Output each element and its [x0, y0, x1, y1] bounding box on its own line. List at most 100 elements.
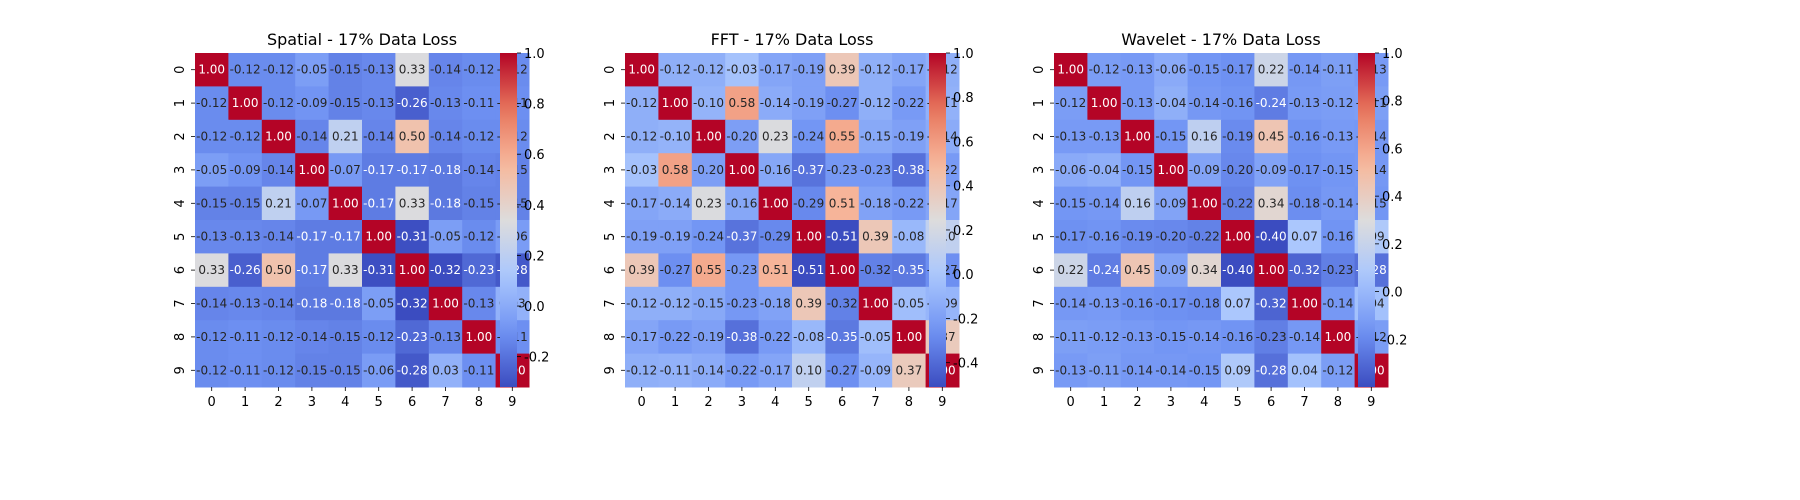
heatmap-cell [328, 220, 363, 254]
heatmap-cell [1221, 353, 1255, 388]
heatmap-cell [825, 86, 860, 121]
heatmap-cell [1154, 220, 1189, 254]
cell-value-label: -0.22 [1222, 196, 1253, 210]
heatmap-cell [858, 353, 893, 388]
heatmap-cell [462, 186, 497, 221]
cell-value-label: -0.18 [296, 297, 327, 311]
cell-value-label: 1.00 [1224, 230, 1251, 244]
cell-value-label: -0.15 [1055, 196, 1086, 210]
cell-value-label: 0.07 [1291, 230, 1318, 244]
cell-value-label: -0.22 [893, 196, 924, 210]
cell-value-label: -0.16 [1222, 330, 1253, 344]
heatmap-cell [792, 253, 826, 288]
cell-value-label: -0.13 [1289, 96, 1320, 110]
cell-value-label: -0.15 [1155, 330, 1186, 344]
heatmap-cell [328, 353, 363, 388]
heatmap-cell [328, 186, 363, 221]
heatmap-cell [725, 320, 760, 355]
cell-value-label: -0.24 [1089, 263, 1120, 277]
cell-value-label: -0.03 [626, 163, 657, 177]
cell-value-label: -0.13 [196, 230, 227, 244]
cell-value-label: -0.09 [1189, 163, 1220, 177]
heatmap-cell [295, 119, 330, 154]
cell-value-label: -0.17 [893, 63, 924, 77]
colorbar-tick-label: 0.0 [1382, 286, 1403, 301]
x-tick-label: 0 [1067, 395, 1075, 410]
cell-value-label: -0.17 [760, 363, 791, 377]
cell-value-label: -0.20 [1222, 163, 1253, 177]
colorbar-tick-label: 0.4 [524, 199, 545, 214]
heatmap-cell [228, 53, 263, 87]
heatmap-cell [395, 320, 430, 355]
cell-value-label: -0.26 [230, 263, 261, 277]
heatmap-cell [758, 286, 793, 321]
heatmap-cell [825, 320, 860, 355]
heatmap-cell [362, 220, 396, 254]
cell-value-label: -0.14 [263, 230, 294, 244]
heatmap-cell [195, 53, 229, 87]
cell-value-label: -0.15 [330, 63, 361, 77]
cell-value-label: 0.21 [332, 130, 359, 144]
cell-value-label: -0.24 [1256, 96, 1287, 110]
cell-value-label: -0.17 [296, 230, 327, 244]
heatmap-cell [1187, 86, 1222, 121]
heatmap-cell [328, 253, 363, 288]
heatmap-cell [261, 53, 296, 87]
cell-value-label: -0.40 [1222, 263, 1253, 277]
heatmap-cell [1287, 353, 1322, 388]
cell-value-label: -0.12 [1322, 96, 1353, 110]
cell-value-label: -0.17 [626, 330, 657, 344]
heatmap-cell [428, 186, 463, 221]
heatmap-cell [195, 86, 229, 121]
cell-value-label: -0.12 [626, 297, 657, 311]
heatmap-cell [725, 253, 760, 288]
heatmap-cell [892, 220, 927, 254]
heatmap-cell [1120, 119, 1155, 154]
cell-value-label: 1.00 [896, 330, 923, 344]
heatmap-cell [892, 286, 927, 321]
heatmap-cell [1254, 186, 1289, 221]
cell-value-label: 0.07 [1224, 297, 1251, 311]
cell-value-label: -0.27 [660, 263, 691, 277]
heatmap-cell [1254, 53, 1289, 87]
heatmap-cell [758, 353, 793, 388]
cell-value-label: 0.45 [1258, 130, 1285, 144]
chart-title: Wavelet - 17% Data Loss [1121, 30, 1320, 49]
cell-value-label: -0.09 [296, 96, 327, 110]
y-tick-label: 9 [603, 366, 618, 374]
heatmap-cell [362, 253, 396, 288]
cell-value-label: -0.14 [1122, 363, 1153, 377]
colorbar-tick-label: 0.2 [953, 224, 974, 239]
cell-value-label: -0.06 [1055, 163, 1086, 177]
heatmap-cell [725, 119, 760, 154]
cell-value-label: -0.14 [693, 363, 724, 377]
x-tick-label: 7 [441, 395, 449, 410]
heatmap-cell [1321, 53, 1356, 87]
heatmap-cell [1154, 186, 1189, 221]
heatmap-cell [1321, 220, 1356, 254]
heatmap-cell [1087, 186, 1122, 221]
y-tick-label: 2 [603, 132, 618, 140]
heatmap-cell [1187, 353, 1222, 388]
colorbar-tick-label: 0.8 [953, 91, 974, 106]
cell-value-label: -0.12 [1089, 330, 1120, 344]
cell-value-label: -0.14 [1155, 363, 1186, 377]
heatmap-cell [792, 86, 826, 121]
cell-value-label: -0.19 [793, 63, 824, 77]
cell-value-label: 1.00 [365, 230, 392, 244]
colorbar-tick-label: 0.4 [953, 180, 974, 195]
cell-value-label: -0.12 [230, 130, 261, 144]
cell-value-label: -0.20 [693, 163, 724, 177]
heatmap-cell [1321, 286, 1356, 321]
heatmap-cell [691, 153, 726, 188]
heatmap-cell [1254, 353, 1289, 388]
colorbar-tick-label: -0.4 [953, 357, 978, 372]
heatmap-cell [658, 253, 693, 288]
colorbar-tick-label: 1.0 [524, 47, 545, 62]
heatmap-cell [195, 286, 229, 321]
cell-value-label: -0.09 [860, 363, 891, 377]
heatmap-cell [1120, 353, 1155, 388]
cell-value-label: -0.14 [263, 297, 294, 311]
cell-value-label: -0.14 [1322, 196, 1353, 210]
